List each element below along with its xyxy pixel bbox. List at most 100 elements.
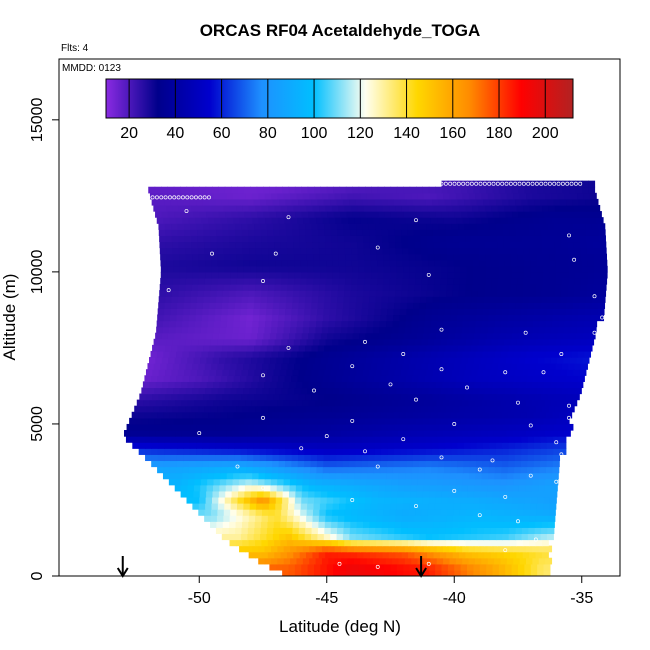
heatmap-cell bbox=[521, 198, 529, 206]
heatmap-cell bbox=[287, 515, 294, 522]
heatmap-cell bbox=[271, 375, 279, 382]
heatmap-cell bbox=[179, 387, 187, 395]
heatmap-cell bbox=[356, 223, 364, 230]
heatmap-cell bbox=[380, 448, 388, 455]
heatmap-cell bbox=[513, 350, 521, 358]
heatmap-cell bbox=[430, 326, 438, 334]
heatmap-cell bbox=[302, 478, 310, 486]
heatmap-cell bbox=[351, 387, 359, 395]
heatmap-cell bbox=[408, 204, 416, 212]
heatmap-cell bbox=[479, 271, 487, 279]
heatmap-cell bbox=[269, 563, 277, 571]
heatmap-cell bbox=[262, 271, 270, 279]
heatmap-cell bbox=[239, 320, 247, 328]
heatmap-cell bbox=[265, 466, 273, 474]
heatmap-cell bbox=[438, 442, 446, 449]
heatmap-cell bbox=[300, 509, 308, 516]
heatmap-cell bbox=[160, 265, 168, 273]
heatmap-cell bbox=[354, 350, 362, 358]
heatmap-cell bbox=[470, 198, 478, 206]
track-point bbox=[439, 181, 444, 186]
heatmap-cell bbox=[599, 241, 607, 249]
heatmap-cell bbox=[497, 515, 505, 522]
heatmap-cell bbox=[176, 314, 184, 322]
heatmap-cell bbox=[197, 229, 205, 236]
heatmap-cell bbox=[425, 460, 433, 468]
heatmap-cell bbox=[274, 405, 282, 413]
heatmap-cell bbox=[439, 539, 447, 547]
sample-point bbox=[452, 488, 457, 493]
heatmap-cell bbox=[286, 235, 294, 243]
heatmap-cell bbox=[222, 223, 230, 230]
heatmap-cell bbox=[198, 509, 206, 516]
heatmap-cell bbox=[310, 448, 318, 455]
heatmap-cell bbox=[435, 357, 443, 364]
heatmap-cell bbox=[229, 241, 237, 249]
heatmap-cell bbox=[288, 186, 296, 194]
heatmap-cell bbox=[213, 472, 221, 480]
heatmap-cell bbox=[309, 192, 317, 200]
heatmap-cell bbox=[436, 478, 444, 486]
heatmap-cell bbox=[412, 375, 420, 382]
heatmap-cell bbox=[536, 265, 544, 273]
heatmap-cell bbox=[447, 503, 455, 510]
heatmap-cell bbox=[472, 247, 480, 255]
heatmap-cell bbox=[470, 302, 478, 309]
heatmap-cell bbox=[202, 460, 210, 468]
track-point bbox=[478, 181, 483, 186]
heatmap-cell bbox=[427, 405, 435, 413]
heatmap-cell bbox=[516, 290, 524, 297]
heatmap-cell bbox=[424, 192, 432, 200]
heatmap-cell bbox=[124, 430, 131, 437]
heatmap-cell bbox=[301, 569, 309, 576]
heatmap-cell bbox=[152, 423, 160, 431]
heatmap-cell bbox=[572, 393, 580, 401]
heatmap-cell bbox=[173, 271, 181, 279]
heatmap-cell bbox=[362, 393, 370, 401]
heatmap-cell bbox=[384, 490, 392, 498]
heatmap-cell bbox=[496, 296, 504, 303]
heatmap-cell bbox=[518, 357, 526, 364]
heatmap-cell bbox=[400, 527, 408, 535]
heatmap-cell bbox=[484, 521, 492, 528]
heatmap-cell bbox=[169, 466, 177, 474]
heatmap-cell bbox=[509, 344, 517, 352]
heatmap-cell bbox=[299, 290, 307, 297]
heatmap-cell bbox=[483, 527, 491, 535]
heatmap-cell bbox=[553, 393, 561, 401]
heatmap-cell bbox=[206, 399, 214, 407]
heatmap-cell bbox=[438, 423, 446, 431]
heatmap-cell bbox=[278, 375, 286, 382]
heatmap-cell bbox=[558, 411, 566, 419]
heatmap-cell bbox=[236, 247, 244, 255]
heatmap-cell bbox=[498, 563, 506, 571]
heatmap-cell bbox=[459, 551, 466, 559]
heatmap-cell bbox=[402, 247, 410, 255]
heatmap-cell bbox=[367, 375, 375, 382]
heatmap-cell bbox=[319, 387, 327, 395]
heatmap-cell bbox=[322, 217, 330, 224]
heatmap-cell bbox=[524, 496, 532, 504]
heatmap-cell bbox=[214, 460, 222, 468]
heatmap-cell bbox=[330, 198, 338, 206]
heatmap-cell bbox=[305, 229, 313, 236]
heatmap-cell bbox=[379, 320, 387, 328]
heatmap-cell bbox=[511, 503, 519, 510]
heatmap-cell bbox=[472, 284, 480, 291]
heatmap-cell bbox=[510, 551, 517, 559]
heatmap-cell bbox=[446, 241, 454, 249]
heatmap-cell bbox=[264, 326, 272, 334]
heatmap-cell bbox=[227, 350, 235, 358]
heatmap-cell bbox=[482, 411, 490, 419]
heatmap-cell bbox=[175, 217, 183, 224]
heatmap-cell bbox=[460, 186, 468, 194]
heatmap-cell bbox=[560, 393, 568, 401]
heatmap-cell bbox=[149, 357, 156, 364]
heatmap-cell bbox=[408, 277, 416, 285]
heatmap-cell bbox=[250, 496, 258, 504]
heatmap-cell bbox=[526, 320, 534, 328]
heatmap-cell bbox=[383, 265, 391, 273]
heatmap-cell bbox=[191, 235, 198, 243]
heatmap-cell bbox=[247, 436, 255, 443]
heatmap-cell bbox=[164, 223, 172, 230]
